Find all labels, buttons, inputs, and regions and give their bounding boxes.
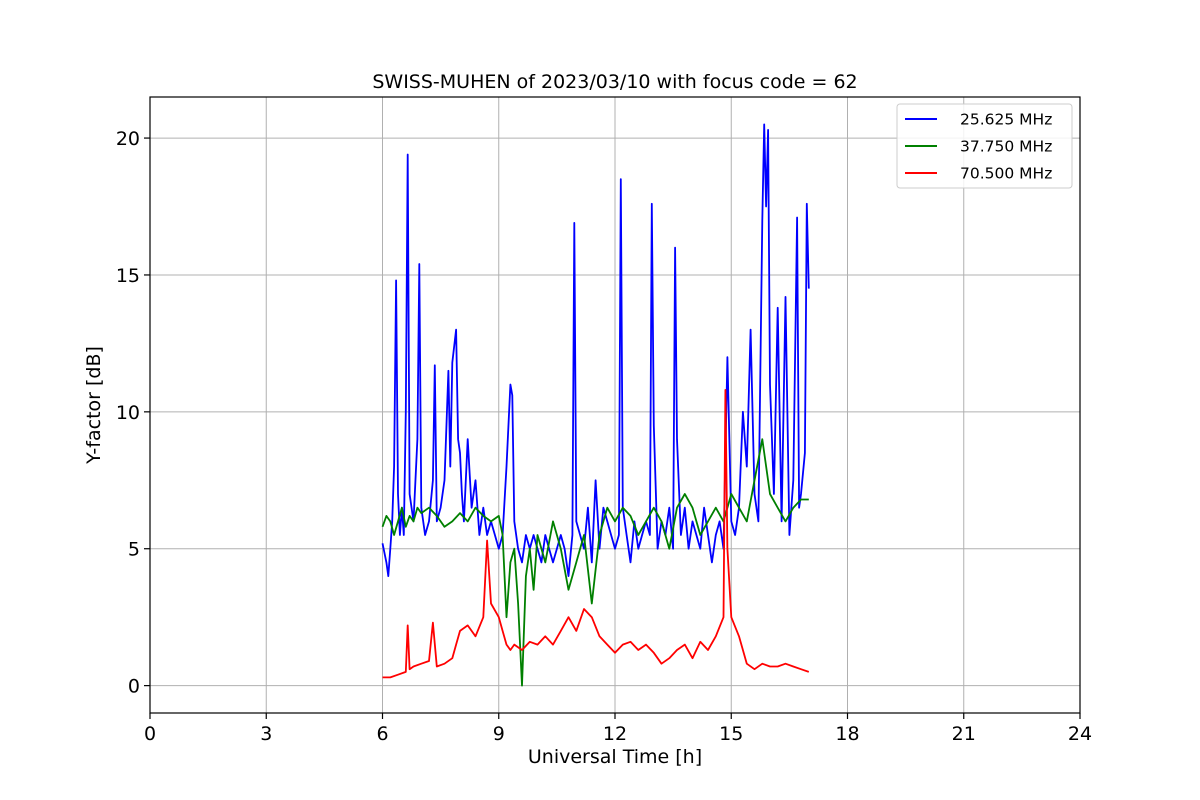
series-line-1 [381,123,810,577]
chart-title: SWISS-MUHEN of 2023/03/10 with focus cod… [372,71,857,93]
y-tick-label: 5 [128,539,140,561]
x-tick-label: 15 [719,723,743,745]
y-tick-label: 0 [128,676,140,698]
x-tick-label: 21 [952,723,976,745]
x-tick-label: 18 [835,723,859,745]
x-tick-label: 6 [376,723,388,745]
legend-entry: 25.625 MHz [960,111,1052,129]
y-tick-label: 10 [116,402,140,424]
series-layer [381,123,810,687]
legend-entry: 70.500 MHz [960,165,1052,183]
y-axis-label: Y-factor [dB] [83,346,105,465]
x-tick-label: 24 [1068,723,1092,745]
x-axis: 0 3 6 9 12 15 18 21 24 [144,713,1092,745]
y-axis: 0 5 10 15 20 [116,128,150,698]
x-tick-label: 3 [260,723,272,745]
y-tick-label: 20 [116,128,140,150]
grid [149,97,1081,713]
x-axis-label: Universal Time [h] [528,746,702,768]
x-tick-label: 9 [493,723,505,745]
legend-entry: 37.750 MHz [960,138,1052,156]
series-line-2 [381,438,809,687]
x-tick-label: 12 [603,723,627,745]
y-tick-label: 15 [116,265,140,287]
legend: 25.625 MHz 37.750 MHz 70.500 MHz [896,103,1073,189]
legend-box [896,103,1073,189]
x-tick-label: 0 [144,723,156,745]
series-line-3 [382,388,810,679]
